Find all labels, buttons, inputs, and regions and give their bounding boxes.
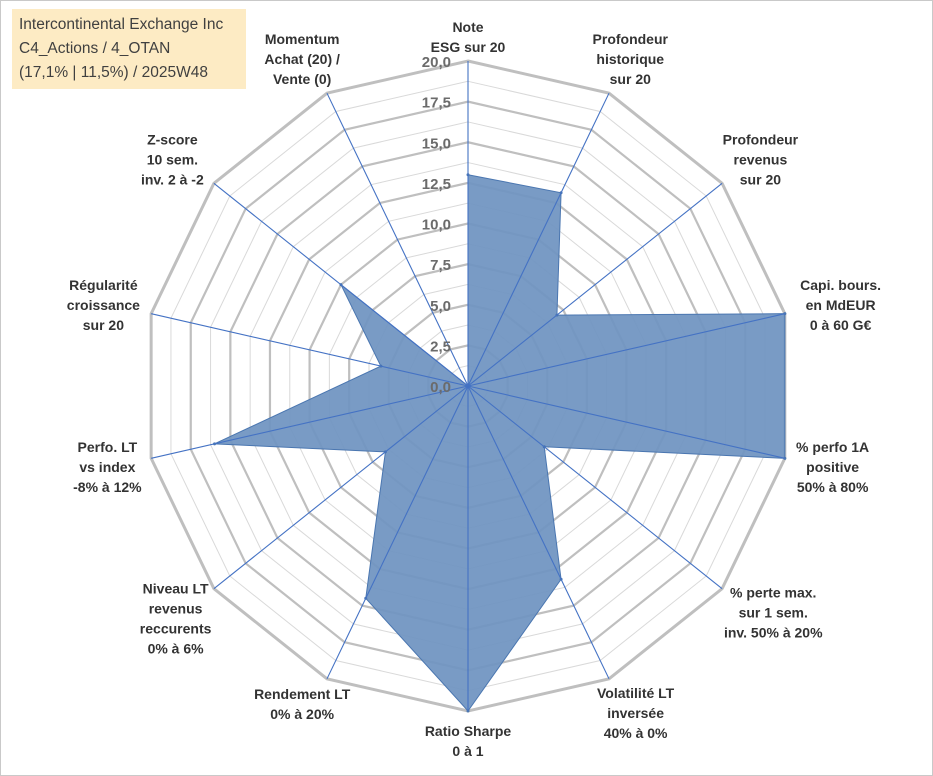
axis-spoke: [467, 92, 610, 387]
axis-label-line: 0 à 60 G€: [810, 317, 872, 333]
axis-label-line: Profondeur: [593, 31, 669, 47]
axis-label-line: en MdEUR: [806, 297, 876, 313]
axis-label-line: 10 sem.: [147, 152, 198, 168]
title-stats: (17,1% | 11,5%) / 2025W48: [19, 64, 208, 81]
axis-label-line: inv. 2 à -2: [141, 172, 204, 188]
tick-label: 7,5: [430, 257, 451, 274]
axis-spoke: [213, 182, 469, 387]
axis-label: Ratio Sharpe 0 à 1: [425, 723, 512, 759]
axis-spoke: [467, 385, 723, 590]
axis-spoke: [326, 92, 469, 387]
axis-label-line: Vente (0): [273, 71, 331, 87]
title-box: Intercontinental Exchange Inc C4_Actions…: [12, 9, 246, 89]
axis-label-line: croissance: [67, 297, 140, 313]
title-company: Intercontinental Exchange Inc: [19, 16, 224, 33]
tick-label: 0,0: [430, 379, 451, 396]
axis-label-line: Note: [452, 19, 483, 35]
axis-label-line: Rendement LT: [254, 686, 351, 702]
axis-label-line: Achat (20) /: [264, 51, 340, 67]
axis-label: Volatilité LT inversée 40% à 0%: [597, 685, 675, 741]
axis-label-line: Profondeur: [723, 132, 799, 148]
axis-label-line: sur 20: [83, 317, 124, 333]
axis-label: Perfo. LT vs index -8% à 12%: [73, 439, 142, 495]
radial-tick-labels: 0,0 2,5 5,0 7,5 10,0 12,5 15,0 17,5 20,0: [422, 54, 451, 396]
axis-label-line: ESG sur 20: [431, 39, 506, 55]
axis-label: % perfo 1A positive 50% à 80%: [796, 439, 869, 495]
axis-label-line: vs index: [79, 459, 135, 475]
axis-spoke: [151, 313, 469, 387]
axis-label-line: historique: [596, 51, 664, 67]
axis-spoke: [326, 385, 469, 680]
axis-label-line: Volatilité LT: [597, 685, 675, 701]
axis-label-line: Capi. bours.: [800, 277, 881, 293]
axis-spoke: [467, 313, 785, 387]
axis-label-line: sur 20: [610, 71, 651, 87]
axis-label: Z-score 10 sem. inv. 2 à -2: [141, 132, 204, 188]
axis-label: Momentum Achat (20) / Vente (0): [264, 31, 340, 87]
axis-label-line: inv. 50% à 20%: [724, 624, 823, 640]
tick-label: 20,0: [422, 54, 451, 71]
axis-label-line: revenus: [734, 152, 788, 168]
axis-spoke: [151, 385, 469, 459]
axis-label: Niveau LT revenus reccurents 0% à 6%: [140, 581, 212, 657]
axis-labels: Note ESG sur 20 Profondeur historique sur 20…: [67, 19, 881, 759]
axis-label-line: 0 à 1: [452, 743, 483, 759]
tick-label: 5,0: [430, 298, 451, 315]
axis-label-line: sur 20: [740, 172, 781, 188]
tick-label: 2,5: [430, 338, 451, 355]
tick-label: 15,0: [422, 135, 451, 152]
axis-label: Régularité croissance sur 20: [67, 277, 140, 333]
tick-label: 17,5: [422, 95, 451, 112]
tick-label: 10,0: [422, 217, 451, 234]
axis-label-line: positive: [806, 459, 859, 475]
title-category: C4_Actions / 4_OTAN: [19, 40, 171, 57]
axis-label-line: % perte max.: [730, 584, 816, 600]
axis-label: Note ESG sur 20: [431, 19, 506, 55]
axis-label: Rendement LT 0% à 20%: [254, 686, 351, 722]
axis-label: Capi. bours. en MdEUR 0 à 60 G€: [800, 277, 881, 333]
axis-label-line: 50% à 80%: [797, 479, 869, 495]
axis-spoke: [213, 385, 469, 590]
axis-label-line: 0% à 20%: [270, 706, 334, 722]
axis-label-line: -8% à 12%: [73, 479, 142, 495]
axis-label-line: Ratio Sharpe: [425, 723, 512, 739]
series-area: [214, 174, 786, 712]
axis-spokes: [151, 61, 785, 711]
axis-label-line: 40% à 0%: [604, 725, 668, 741]
axis-label: Profondeur historique sur 20: [593, 31, 669, 87]
axis-label: % perte max. sur 1 sem. inv. 50% à 20%: [724, 584, 823, 640]
axis-label-line: Régularité: [69, 277, 138, 293]
axis-spoke: [467, 385, 610, 680]
axis-label-line: % perfo 1A: [796, 439, 869, 455]
axis-label: Profondeur revenus sur 20: [723, 132, 799, 188]
axis-label-line: Z-score: [147, 132, 198, 148]
axis-label-line: Perfo. LT: [78, 439, 138, 455]
axis-label-line: reccurents: [140, 621, 212, 637]
axis-label-line: sur 1 sem.: [739, 604, 808, 620]
axis-label-line: inversée: [607, 705, 664, 721]
axis-spoke: [467, 182, 723, 387]
axis-label-line: Niveau LT: [143, 581, 209, 597]
tick-label: 12,5: [422, 176, 451, 193]
axis-label-line: 0% à 6%: [148, 641, 205, 657]
axis-spoke: [467, 385, 785, 459]
axis-label-line: Momentum: [265, 31, 340, 47]
axis-label-line: revenus: [149, 601, 203, 617]
